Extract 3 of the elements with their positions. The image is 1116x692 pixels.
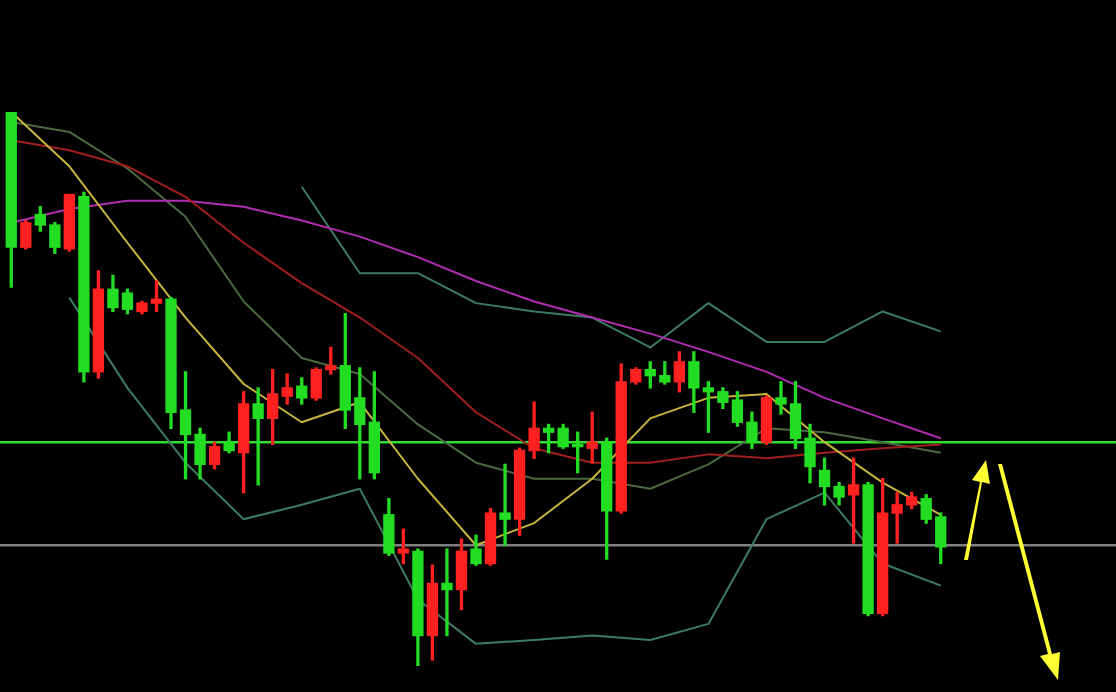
candlestick xyxy=(499,463,511,546)
candlestick xyxy=(441,548,453,637)
candlestick xyxy=(252,387,264,486)
